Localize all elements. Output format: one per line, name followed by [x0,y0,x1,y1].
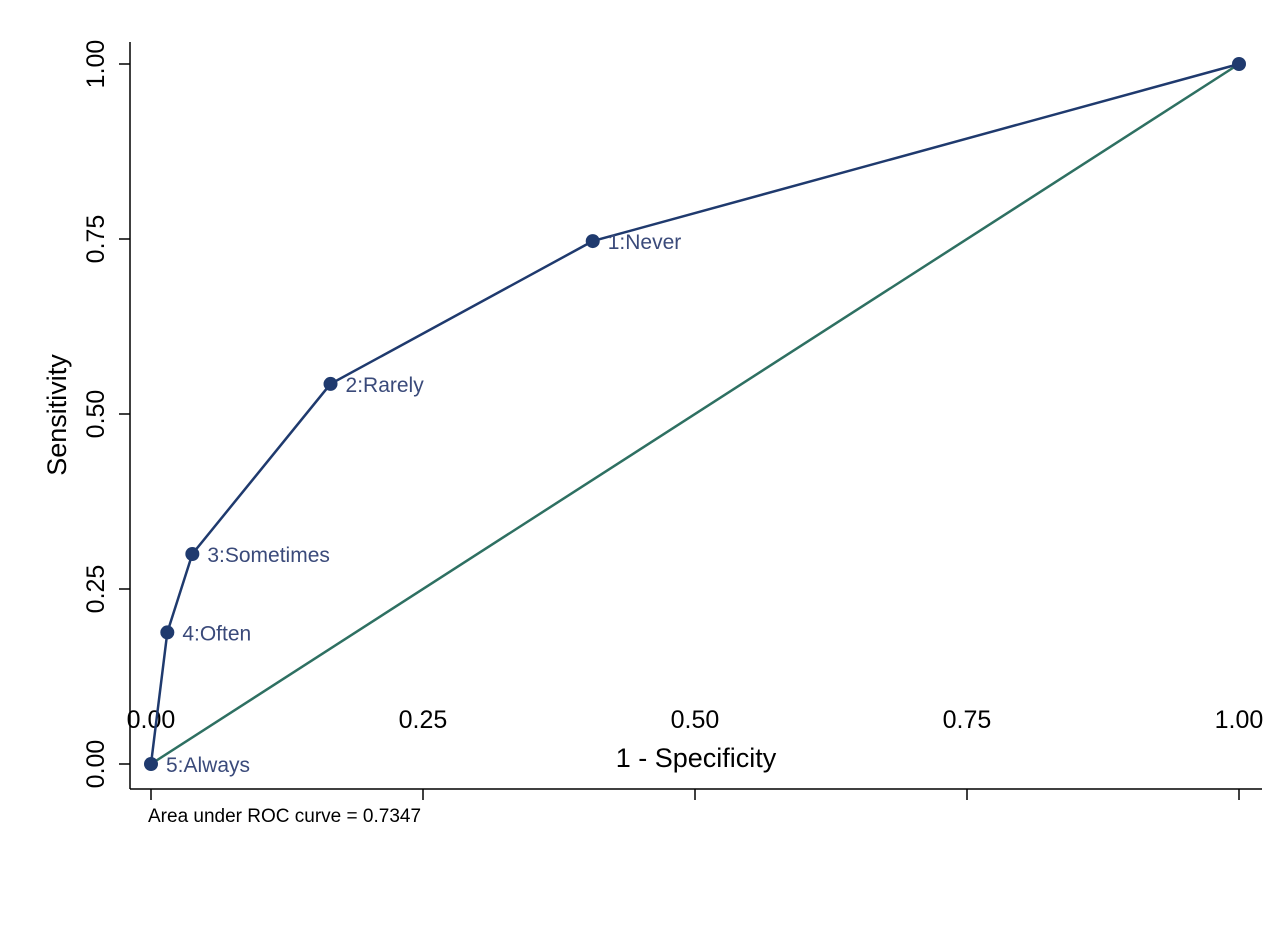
roc-point [323,376,338,391]
roc-point-label: 5:Always [166,754,250,777]
auc-note: Area under ROC curve = 0.7347 [148,806,421,827]
series [144,57,1246,771]
roc-point [185,547,200,561]
x-axis-title: 1 - Specificity [616,743,777,773]
x-tick-label: 0.50 [671,706,720,734]
roc-point [160,625,175,640]
y-tick-label: 1.00 [82,40,110,89]
y-tick-label: 0.00 [82,740,110,789]
y-axis-title: Sensitivity [42,354,72,476]
roc-point [585,234,600,249]
x-tick-label: 0.75 [943,706,992,734]
point-labels: 5:Always 4:Often 3:Sometimes 2:Rarely 1:Neve… [166,231,681,777]
x-tick-label: 0.00 [127,706,176,734]
roc-point-label: 4:Often [182,622,251,645]
roc-point [1232,57,1246,71]
y-tick-label: 0.50 [82,390,110,439]
roc-point-label: 2:Rarely [346,374,425,397]
ticks: 0.00 0.25 0.50 0.75 1.00 0.00 0.25 0.50 0.75 1.00 [82,40,1263,800]
reference-line [150,62,1240,766]
roc-point-label: 1:Never [608,231,682,254]
roc-point [144,757,158,771]
roc-point-label: 3:Sometimes [207,544,330,567]
x-tick-label: 1.00 [1215,706,1264,734]
axes [129,42,1262,790]
y-tick-label: 0.75 [82,215,110,264]
roc-curve-line [149,62,1240,765]
x-tick-label: 0.25 [399,706,448,734]
y-tick-label: 0.25 [82,565,110,614]
